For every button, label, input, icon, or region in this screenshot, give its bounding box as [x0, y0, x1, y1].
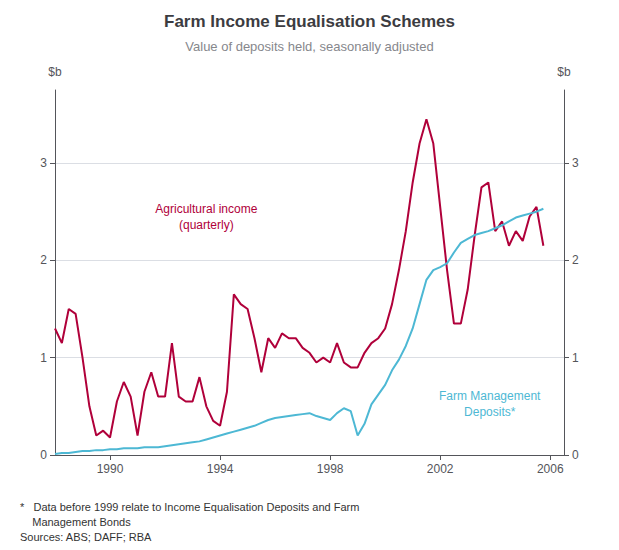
svg-text:Management Bonds: Management Bonds	[20, 516, 131, 528]
svg-text:2006: 2006	[537, 462, 564, 476]
svg-text:1: 1	[40, 351, 47, 365]
svg-text:Farm Management: Farm Management	[439, 389, 541, 403]
svg-text:Agricultural income: Agricultural income	[155, 202, 257, 216]
svg-text:1990: 1990	[97, 462, 124, 476]
svg-text:Deposits*: Deposits*	[464, 405, 516, 419]
svg-text:(quarterly): (quarterly)	[179, 218, 234, 232]
svg-text:1: 1	[572, 351, 579, 365]
svg-text:$b: $b	[48, 65, 62, 79]
svg-text:0: 0	[572, 448, 579, 462]
svg-text:$b: $b	[557, 65, 571, 79]
svg-text:1994: 1994	[207, 462, 234, 476]
svg-text:2002: 2002	[427, 462, 454, 476]
svg-text:0: 0	[40, 448, 47, 462]
svg-text:1998: 1998	[317, 462, 344, 476]
svg-text:Farm Income Equalisation Schem: Farm Income Equalisation Schemes	[164, 12, 455, 31]
svg-text:Sources: ABS; DAFF; RBA: Sources: ABS; DAFF; RBA	[20, 531, 152, 543]
svg-text:3: 3	[572, 156, 579, 170]
svg-text:Value of deposits held, season: Value of deposits held, seasonally adjus…	[185, 39, 433, 54]
svg-text:3: 3	[40, 156, 47, 170]
svg-text:2: 2	[40, 253, 47, 267]
svg-text:2: 2	[572, 253, 579, 267]
svg-text:* Data before 1999 relate to: * Data before 1999 relate to Income Equa…	[20, 501, 359, 513]
